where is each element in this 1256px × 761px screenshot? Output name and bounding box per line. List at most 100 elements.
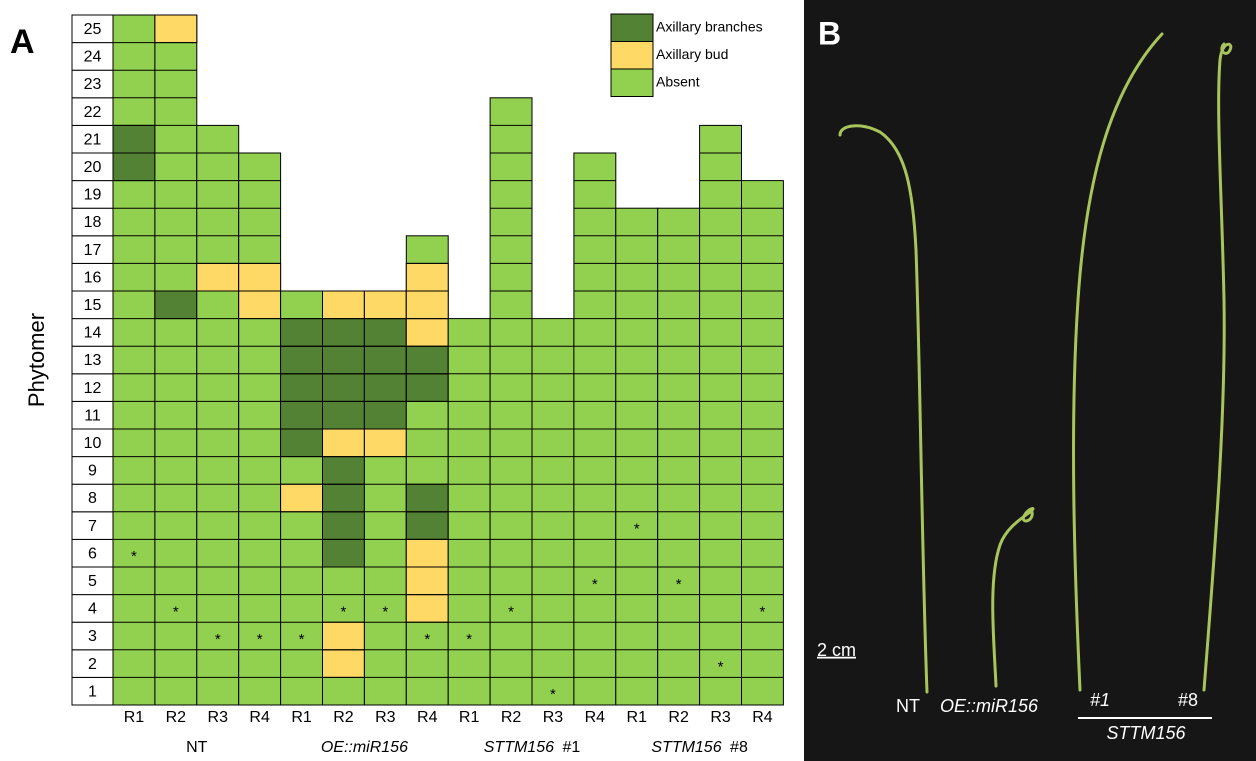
group-name: STTM156 (484, 739, 554, 756)
group-label: OE::miR156 (321, 739, 408, 756)
branch-cell (363, 400, 407, 430)
y-tick-label: 24 (84, 49, 102, 66)
x-tick-label: R2 (333, 709, 354, 726)
branch-cell (112, 124, 156, 154)
asterisk: * (760, 603, 766, 620)
x-tick-label: R4 (249, 709, 270, 726)
bud-cell (405, 290, 449, 320)
y-tick-label: 15 (84, 297, 102, 314)
y-tick-label: 11 (84, 407, 101, 424)
bud-cell (405, 594, 449, 623)
y-tick-label: 21 (84, 131, 102, 148)
row-label-box (71, 345, 114, 375)
seedlings (838, 32, 1233, 694)
group-label: NT (186, 739, 208, 756)
asterisk: * (299, 631, 305, 648)
asterisk: * (634, 521, 640, 538)
asterisk: * (257, 631, 263, 648)
branch-cell (280, 373, 324, 402)
branch-cell (280, 400, 324, 430)
branch-cell (322, 538, 365, 568)
branch-cell (363, 345, 407, 375)
y-tick-label: 10 (84, 435, 102, 452)
row-label-box (71, 538, 114, 568)
row-label-box (71, 456, 114, 485)
bud-cell (280, 483, 324, 513)
y-axis-label: Phytomer (24, 313, 49, 407)
x-tick-label: R2 (668, 709, 689, 726)
photo-panel: B 2 cm NT OE::miR156 #1 #8 STTM156 (804, 0, 1256, 761)
branch-cell (405, 483, 449, 513)
branch-cell (405, 511, 449, 540)
asterisk: * (382, 603, 388, 620)
photo-label: STTM156 (1106, 723, 1186, 743)
column (112, 14, 156, 706)
y-tick-label: 4 (88, 601, 97, 618)
x-tick-label: R2 (166, 709, 187, 726)
bud-cell (322, 290, 365, 320)
x-tick-label: R1 (291, 709, 312, 726)
panel-letter: B (818, 15, 841, 51)
row-label-box (71, 69, 114, 99)
seedling-oe (991, 507, 1035, 688)
row-label-box (71, 180, 114, 209)
y-tick-label: 19 (84, 187, 102, 204)
asterisk: * (173, 603, 179, 620)
branch-cell (112, 152, 156, 182)
legend-label: Axillary bud (656, 46, 728, 62)
bud-cell (322, 649, 365, 678)
y-tick-label: 5 (88, 573, 97, 590)
group-name: NT (186, 739, 208, 756)
row-label-box (71, 235, 114, 264)
branch-cell (322, 345, 365, 375)
y-tick-label: 14 (84, 325, 102, 342)
legend-swatch (610, 41, 654, 70)
asterisk: * (341, 603, 347, 620)
group-label: STTM156 #8 (651, 739, 748, 756)
asterisk: * (466, 631, 472, 648)
y-tick-label: 18 (84, 214, 102, 231)
row-label-box (71, 14, 114, 44)
branch-cell (322, 511, 365, 540)
branch-cell (280, 428, 324, 458)
group-name: STTM156 (651, 739, 721, 756)
branch-cell (405, 373, 449, 402)
asterisk: * (131, 548, 137, 565)
y-tick-label: 2 (88, 656, 97, 673)
bud-cell (322, 428, 365, 458)
y-tick-label: 6 (88, 545, 97, 562)
asterisk: * (215, 631, 221, 648)
bud-cell (154, 14, 198, 44)
legend-label: Absent (656, 74, 700, 90)
branch-cell (322, 373, 365, 402)
y-tick-label: 9 (88, 463, 97, 480)
x-tick-label: R1 (627, 709, 648, 726)
group-suffix: #8 (730, 739, 748, 756)
photo-label: OE::miR156 (940, 696, 1039, 716)
bud-cell (405, 262, 449, 292)
y-tick-label: 20 (84, 159, 102, 176)
y-tick-label: 1 (88, 683, 97, 700)
branch-cell (154, 290, 198, 320)
x-tick-label: R3 (710, 709, 731, 726)
bud-cell (405, 318, 449, 347)
bud-cell (363, 290, 407, 320)
x-tick-label: R3 (208, 709, 229, 726)
y-tick-label: 7 (88, 518, 97, 535)
y-tick-label: 23 (84, 76, 102, 93)
seedling-8 (1202, 42, 1233, 692)
column (741, 180, 784, 706)
asterisk: * (550, 686, 556, 703)
row-label-box (71, 152, 114, 182)
y-tick-label: 16 (84, 269, 102, 286)
branch-cell (363, 373, 407, 402)
y-tick-label: 22 (84, 104, 102, 121)
y-tick-label: 17 (84, 242, 102, 259)
photo-label: NT (896, 696, 920, 716)
legend-swatch (610, 13, 654, 42)
photo-label: #8 (1178, 690, 1198, 710)
seedling-nt (838, 124, 929, 694)
branch-cell (322, 318, 365, 347)
column (699, 124, 742, 706)
